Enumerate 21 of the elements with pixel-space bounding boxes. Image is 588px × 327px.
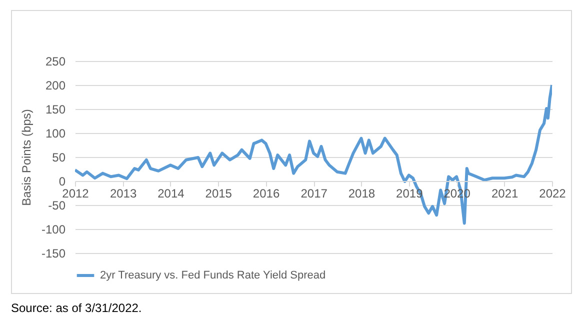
- y-tick-label: 250: [45, 54, 66, 68]
- y-tick-label: 200: [45, 78, 66, 92]
- legend-label: 2yr Treasury vs. Fed Funds Rate Yield Spread: [100, 270, 326, 282]
- x-tick-label: 2013: [110, 186, 137, 200]
- y-tick-label: -50: [48, 198, 66, 212]
- x-tick-label: 2012: [62, 186, 90, 200]
- x-tick-label: 2014: [158, 186, 185, 200]
- x-tick-label: 2022: [539, 186, 566, 200]
- source-note: Source: as of 3/31/2022.: [11, 301, 142, 315]
- x-tick-label: 2021: [491, 186, 519, 200]
- y-tick-label: 50: [52, 150, 66, 164]
- x-tick-label: 2018: [348, 186, 376, 200]
- y-tick-label: -100: [41, 222, 66, 236]
- y-tick-label: -150: [41, 246, 66, 260]
- y-tick-label: 100: [45, 126, 66, 140]
- x-tick-label: 2015: [205, 186, 232, 200]
- y-tick-label: 0: [58, 174, 66, 188]
- x-tick-label: 2017: [300, 186, 328, 200]
- x-tick-label: 2016: [252, 186, 280, 200]
- y-tick-label: 150: [45, 102, 66, 116]
- y-axis-title: Basis Points (bps): [19, 109, 34, 206]
